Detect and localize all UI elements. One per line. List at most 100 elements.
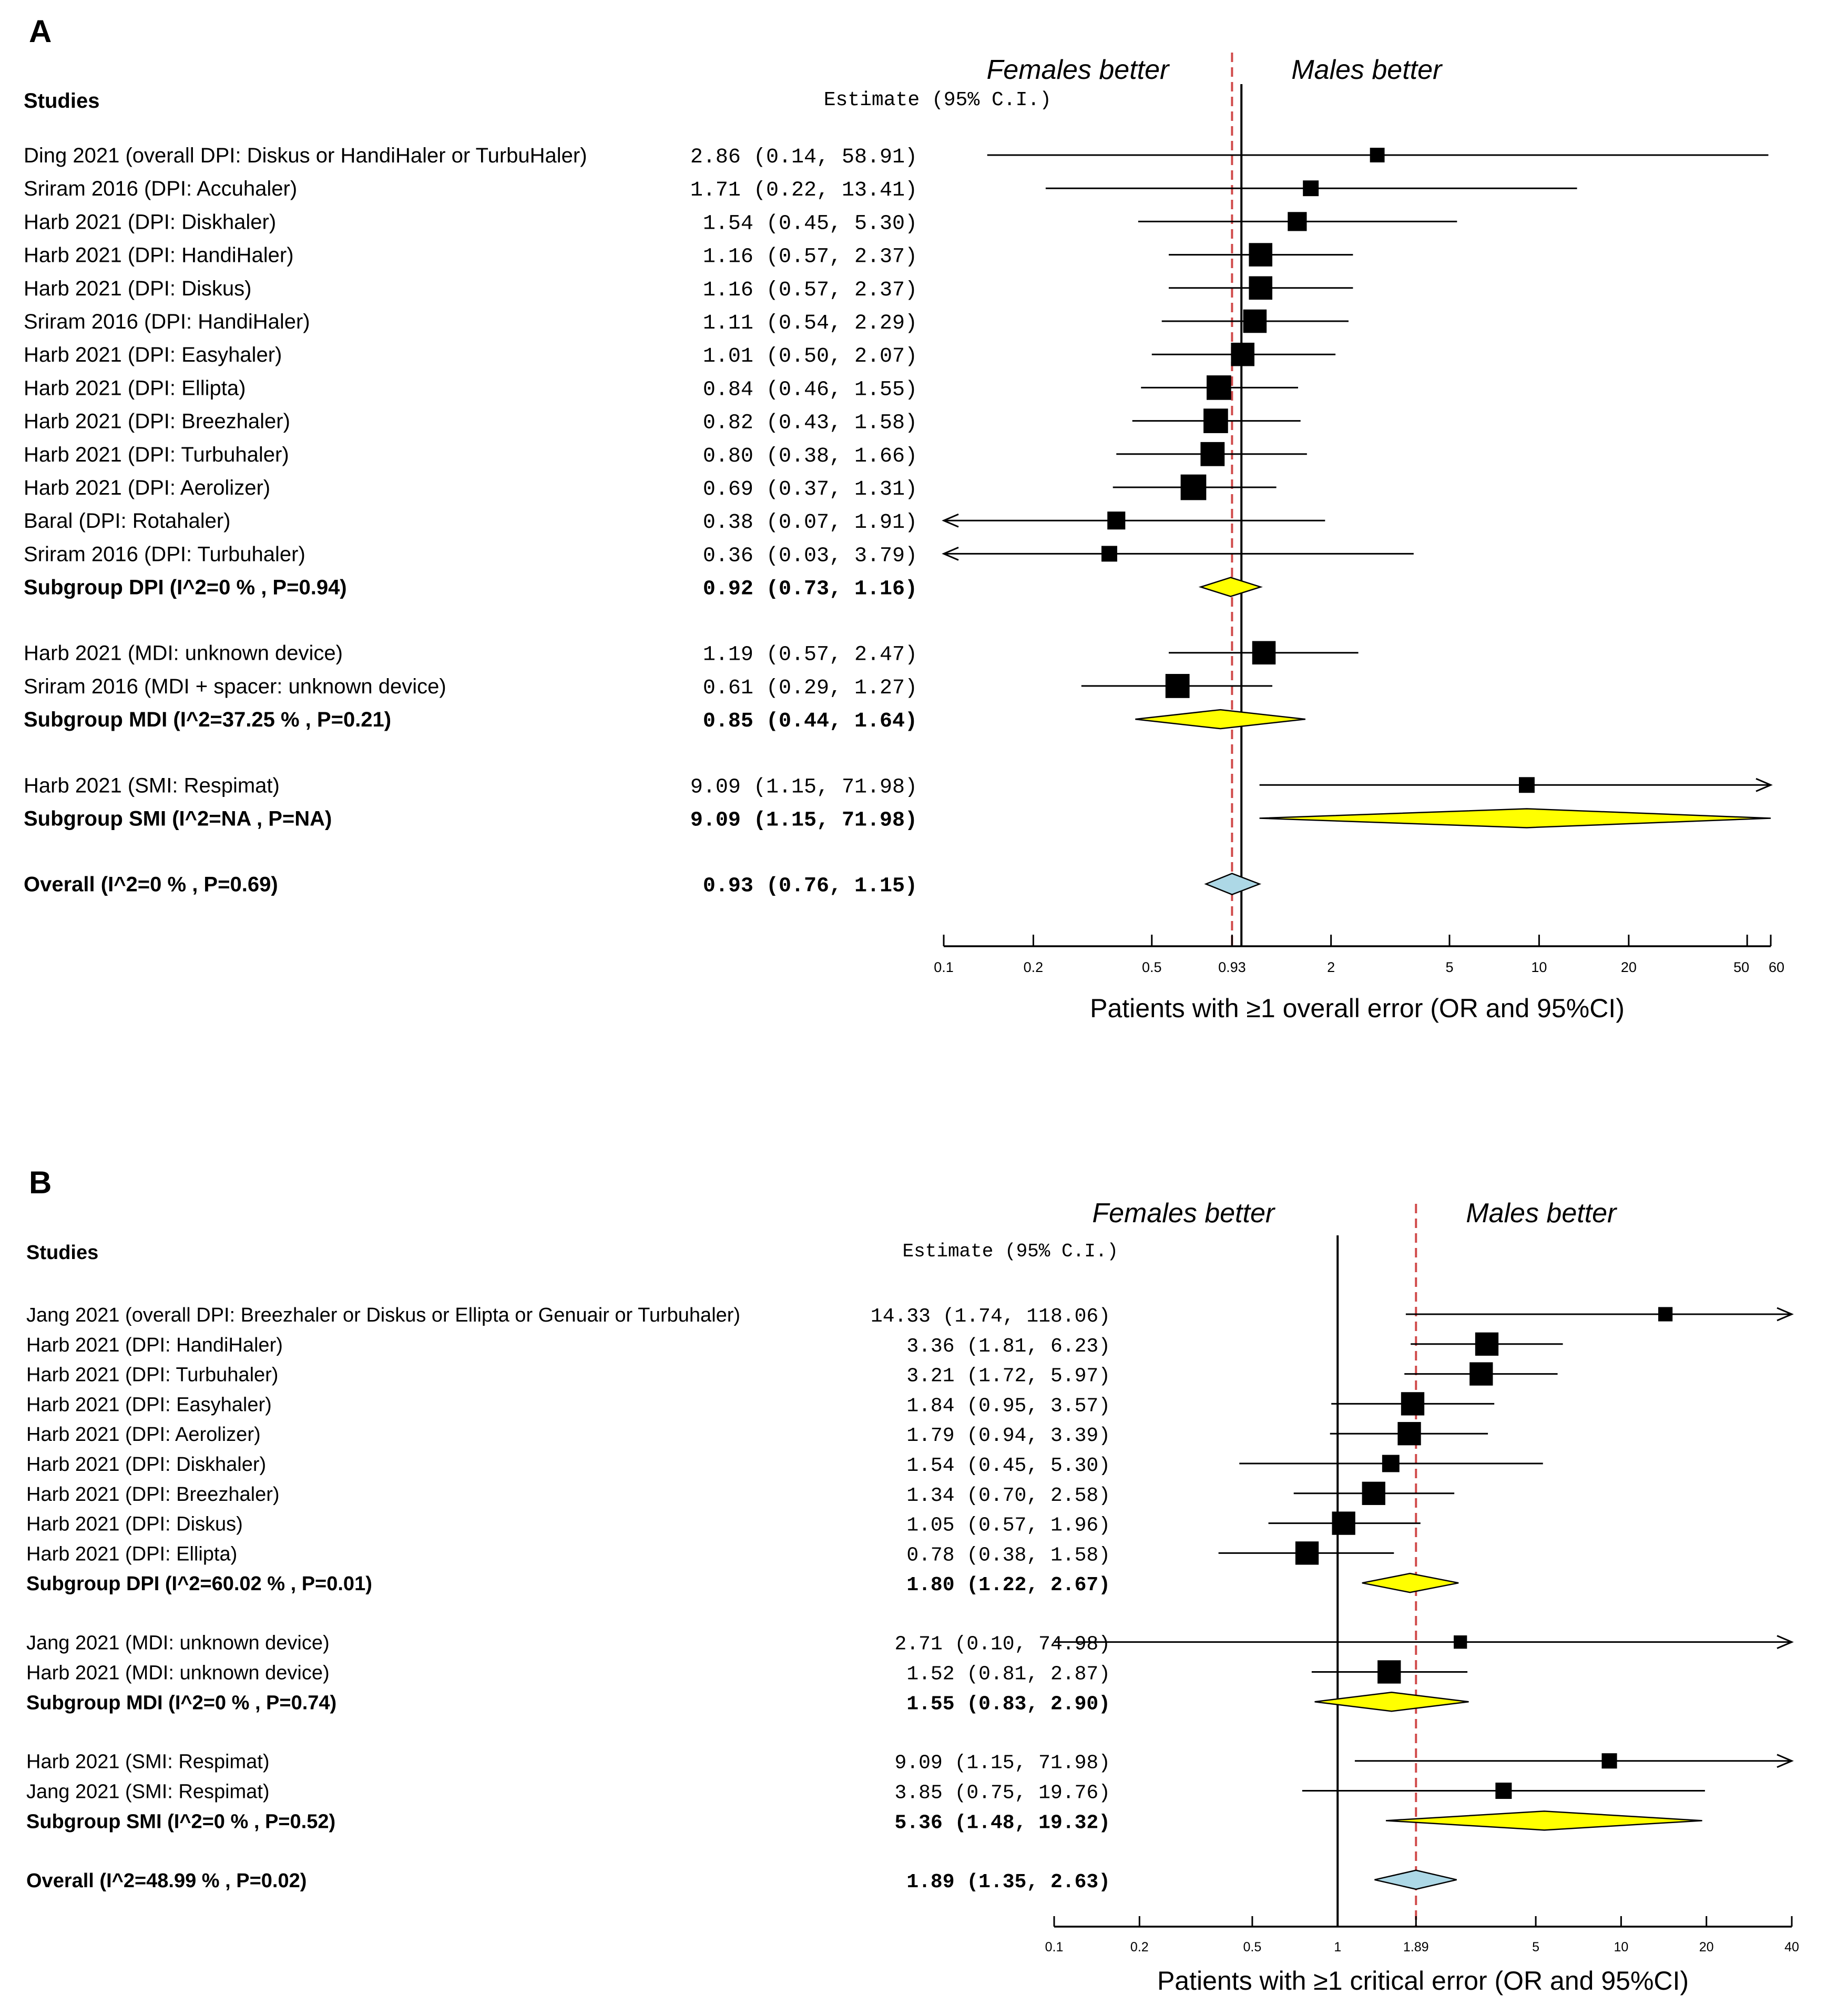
row-label: Subgroup MDI (I^2=37.25 % , P=0.21): [24, 708, 391, 731]
point-estimate-square: [1295, 1541, 1319, 1565]
row-label: Harb 2021 (DPI: Diskus): [24, 277, 251, 300]
point-estimate-square: [1495, 1783, 1512, 1799]
point-estimate-square: [1469, 1362, 1493, 1386]
row-label: Harb 2021 (DPI: Ellipta): [24, 376, 246, 400]
point-estimate-square: [1397, 1422, 1421, 1446]
ci-arrow-right: [1777, 1635, 1794, 1650]
row-estimate: 1.01 (0.50, 2.07): [703, 345, 917, 369]
row-estimate: 0.78 (0.38, 1.58): [906, 1544, 1110, 1567]
x-tick-label: 60: [1769, 959, 1784, 975]
point-estimate-square: [1518, 777, 1535, 793]
point-estimate-square: [1165, 674, 1190, 698]
row-label: Subgroup DPI (I^2=0 % , P=0.94): [24, 576, 347, 599]
x-tick-label: 0.1: [934, 959, 954, 975]
row-label: Overall (I^2=48.99 % , P=0.02): [26, 1870, 307, 1892]
row-estimate: 9.09 (1.15, 71.98): [690, 809, 917, 832]
row-estimate: 0.38 (0.07, 1.91): [703, 511, 917, 535]
forest-panel-b: B Studies Estimate (95% C.I.) Females bette…: [26, 1165, 1799, 1995]
row-estimate: 1.05 (0.57, 1.96): [906, 1514, 1110, 1537]
row-estimate: 2.86 (0.14, 58.91): [690, 146, 917, 169]
point-estimate-square: [1249, 243, 1272, 267]
row-estimate: 0.69 (0.37, 1.31): [703, 478, 917, 502]
row-label: Sriram 2016 (MDI + spacer: unknown devic…: [24, 675, 446, 698]
row-estimate: 0.92 (0.73, 1.16): [703, 578, 917, 601]
x-tick-label: 50: [1733, 959, 1749, 975]
row-label: Harb 2021 (DPI: Diskhaler): [24, 210, 276, 233]
x-tick-label: 0.93: [1218, 959, 1246, 975]
row-estimate: 1.54 (0.45, 5.30): [703, 212, 917, 236]
row-estimate: 3.21 (1.72, 5.97): [906, 1365, 1110, 1388]
row-label: Harb 2021 (DPI: Aerolizer): [24, 476, 270, 499]
row-estimate: 14.33 (1.74, 118.06): [871, 1305, 1110, 1328]
row-estimate: 1.16 (0.57, 2.37): [703, 245, 917, 269]
point-estimate-square: [1601, 1753, 1617, 1769]
point-estimate-square: [1332, 1511, 1355, 1535]
row-estimate: 1.71 (0.22, 13.41): [690, 179, 917, 202]
favor-right-label: Males better: [1291, 55, 1443, 85]
overall-diamond: [1204, 873, 1262, 895]
panel-label: A: [29, 14, 52, 49]
row-label: Harb 2021 (SMI: Respimat): [24, 774, 280, 797]
row-estimate: 1.52 (0.81, 2.87): [906, 1663, 1110, 1685]
row-estimate: 1.79 (0.94, 3.39): [906, 1425, 1110, 1447]
row-label: Harb 2021 (DPI: HandiHaler): [26, 1334, 283, 1356]
x-tick-label: 20: [1699, 1940, 1714, 1954]
row-label: Sriram 2016 (DPI: Accuhaler): [24, 177, 297, 200]
row-label: Harb 2021 (MDI: unknown device): [24, 642, 343, 665]
row-estimate: 1.16 (0.57, 2.37): [703, 279, 917, 302]
row-estimate: 0.80 (0.38, 1.66): [703, 445, 917, 468]
row-label: Sriram 2016 (DPI: Turbuhaler): [24, 543, 305, 566]
point-estimate-square: [1180, 474, 1207, 500]
forest-panel-a: A Studies Estimate (95% C.I.) Females bette…: [24, 14, 1784, 1023]
point-estimate-square: [1401, 1392, 1425, 1416]
x-tick-label: 1: [1334, 1940, 1341, 1954]
point-estimate-square: [1288, 212, 1307, 231]
x-tick-label: 40: [1784, 1940, 1799, 1954]
row-estimate: 5.36 (1.48, 19.32): [895, 1812, 1110, 1834]
x-tick-label: 0.2: [1024, 959, 1044, 975]
row-label: Harb 2021 (DPI: Easyhaler): [26, 1394, 272, 1416]
row-label: Harb 2021 (SMI: Respimat): [26, 1751, 270, 1773]
ci-arrow-right: [1777, 1754, 1794, 1768]
ci-arrow-left: [942, 513, 959, 528]
favor-left-label: Females better: [987, 55, 1170, 85]
subgroup-diamond: [1259, 808, 1771, 828]
x-tick-label: 1.89: [1403, 1940, 1429, 1954]
point-estimate-square: [1231, 342, 1254, 366]
row-label: Sriram 2016 (DPI: HandiHaler): [24, 310, 310, 333]
ci-arrow-right: [1755, 777, 1773, 792]
row-label: Harb 2021 (DPI: Easyhaler): [24, 343, 282, 366]
row-label: Harb 2021 (MDI: unknown device): [26, 1662, 330, 1684]
point-estimate-square: [1101, 546, 1117, 562]
header-studies: Studies: [26, 1242, 98, 1264]
x-tick-label: 10: [1614, 1940, 1628, 1954]
subgroup-diamond: [1314, 1692, 1469, 1712]
overall-diamond: [1374, 1869, 1457, 1890]
row-estimate: 1.54 (0.45, 5.30): [906, 1455, 1110, 1477]
x-axis-label: Patients with ≥1 critical error (OR and …: [1157, 1966, 1689, 1995]
row-estimate: 1.84 (0.95, 3.57): [906, 1395, 1110, 1417]
point-estimate-square: [1382, 1455, 1400, 1472]
point-estimate-square: [1475, 1332, 1499, 1356]
point-estimate-square: [1362, 1481, 1385, 1505]
row-label: Harb 2021 (DPI: Diskus): [26, 1513, 243, 1536]
x-tick-label: 20: [1621, 959, 1637, 975]
ci-arrow-right: [1777, 1307, 1794, 1322]
header-studies: Studies: [24, 89, 99, 112]
x-tick-label: 0.1: [1045, 1940, 1064, 1954]
row-label: Jang 2021 (MDI: unknown device): [26, 1632, 330, 1654]
point-estimate-square: [1658, 1307, 1673, 1322]
favor-left-label: Females better: [1092, 1198, 1275, 1229]
row-estimate: 0.36 (0.03, 3.79): [703, 544, 917, 568]
subgroup-diamond: [1385, 1810, 1702, 1831]
point-estimate-square: [1249, 276, 1272, 300]
row-label: Overall (I^2=0 % , P=0.69): [24, 873, 278, 896]
point-estimate-square: [1252, 641, 1276, 665]
subgroup-diamond: [1135, 709, 1305, 730]
row-estimate: 0.82 (0.43, 1.58): [703, 412, 917, 435]
row-estimate: 0.93 (0.76, 1.15): [703, 875, 917, 898]
point-estimate-square: [1453, 1635, 1467, 1649]
row-estimate: 1.55 (0.83, 2.90): [906, 1693, 1110, 1715]
panel-label: B: [29, 1165, 52, 1200]
